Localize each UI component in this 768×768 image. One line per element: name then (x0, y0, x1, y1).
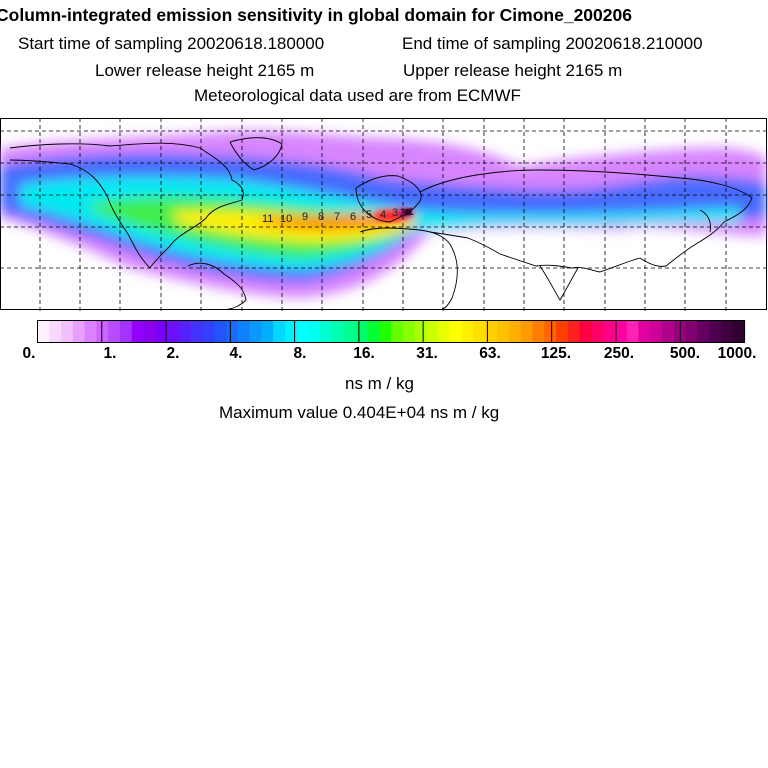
colorbar-cell (638, 320, 651, 343)
colorbar-cell (190, 320, 204, 343)
colorbar-cell (449, 320, 463, 343)
day-label: 6 (350, 211, 356, 223)
colorbar-cell (402, 320, 416, 343)
colorbar-cell (296, 320, 310, 343)
day-label: 7 (334, 211, 340, 223)
colorbar-cell (202, 320, 215, 343)
colorbar-cell (367, 320, 380, 343)
plot-title: Column-integrated emission sensitivity i… (0, 5, 632, 25)
colorbar-tick-label: 250. (603, 345, 635, 362)
colorbar-cell (555, 320, 569, 343)
colorbar-cell (131, 320, 145, 343)
units-label: ns m / kg (345, 374, 414, 393)
colorbar-cell (544, 320, 557, 343)
colorbar-cell (603, 320, 616, 343)
coastlines (9, 137, 753, 310)
colorbar-cell (49, 320, 62, 343)
colorbar-cell (261, 320, 274, 343)
colorbar-tick-label: 2. (166, 345, 180, 362)
graticule (0, 118, 768, 311)
colorbar-tick-label: 63. (479, 345, 501, 362)
colorbar-tick-label: 31. (416, 345, 438, 362)
colorbar-tick-label: 125. (540, 345, 572, 362)
colorbar-cell (37, 320, 50, 343)
colorbar-cell (391, 320, 404, 343)
backtrack-labels: 11 10 9 8 7 6 5 4 3 2 1 (262, 206, 414, 225)
colorbar-cell (108, 320, 121, 343)
day-label: 3 (392, 207, 398, 219)
colorbar-cell (273, 320, 286, 343)
colorbar-cell (650, 320, 663, 343)
colorbar-tick-label: 4. (229, 345, 243, 362)
colorbar-cell (84, 320, 98, 343)
colorbar-cell (520, 320, 533, 343)
colorbar-cell (61, 320, 74, 343)
colorbar-cell (461, 320, 475, 343)
colorbar-cell (567, 320, 581, 343)
colorbar-cell (473, 320, 486, 343)
colorbar-cell (379, 320, 392, 343)
colorbar-cell (178, 320, 192, 343)
colorbar-cell (709, 320, 722, 343)
colorbar-cell (426, 320, 439, 343)
lower-release-label: Lower release height 2165 m (95, 61, 315, 80)
colorbar-cell (414, 320, 427, 343)
colorbar-tick-label: 0. (22, 345, 36, 362)
colorbar-cell (167, 320, 180, 343)
colorbar-cell (485, 320, 498, 343)
day-label: 8 (318, 211, 324, 223)
colorbar-cell (685, 320, 698, 343)
colorbar-tick-marks (101, 320, 681, 343)
colorbar-cell (284, 320, 298, 343)
day-label: 11 (262, 213, 273, 225)
colorbar-tick-label: 8. (293, 345, 307, 362)
upper-release-label: Upper release height 2165 m (403, 61, 623, 80)
colorbar-cell (614, 320, 628, 343)
start-time-label: Start time of sampling 20020618.180000 (18, 34, 325, 53)
colorbar-cell (732, 320, 746, 343)
end-time-label: End time of sampling 20020618.210000 (402, 34, 703, 53)
colorbar-tick-label: 1000. (717, 345, 757, 362)
day-label: 5 (366, 209, 372, 221)
day-label: 1 (408, 206, 414, 218)
day-label: 4 (380, 209, 386, 221)
day-label: 10 (280, 213, 292, 225)
colorbar-cell (237, 320, 251, 343)
colorbar-cell (308, 320, 321, 343)
colorbar-cell (72, 320, 86, 343)
colorbar-cell (697, 320, 710, 343)
colorbar-cell (626, 320, 640, 343)
max-value-label: Maximum value 0.404E+04 ns m / kg (219, 403, 500, 422)
colorbar-tick-label: 1. (103, 345, 117, 362)
colorbar-cell (662, 320, 675, 343)
colorbar-cell (355, 320, 369, 343)
day-label: 2 (400, 207, 406, 219)
colorbar-cell (214, 320, 227, 343)
colorbar-cell (320, 320, 333, 343)
colorbar-cell (720, 320, 734, 343)
colorbar-cell (508, 320, 522, 343)
colorbar-cell (438, 320, 451, 343)
colorbar-cell (497, 320, 510, 343)
colorbar-cell (591, 320, 604, 343)
colorbar-cell (249, 320, 262, 343)
colorbar-cell (155, 320, 168, 343)
colorbar (37, 320, 746, 343)
colorbar-cell (143, 320, 156, 343)
met-data-label: Meteorological data used are from ECMWF (194, 86, 521, 105)
colorbar-cell (343, 320, 357, 343)
sensitivity-map: 11 10 9 8 7 6 5 4 3 2 1 (0, 118, 768, 311)
colorbar-cell (579, 320, 592, 343)
day-label: 9 (302, 211, 308, 223)
colorbar-cells (37, 320, 746, 343)
colorbar-tick-label: 16. (353, 345, 375, 362)
colorbar-frame (37, 320, 745, 343)
colorbar-cell (332, 320, 345, 343)
colorbar-cell (119, 320, 133, 343)
colorbar-tick-label: 500. (669, 345, 701, 362)
colorbar-cell (96, 320, 109, 343)
colorbar-cell (532, 320, 545, 343)
colorbar-cell (226, 320, 239, 343)
